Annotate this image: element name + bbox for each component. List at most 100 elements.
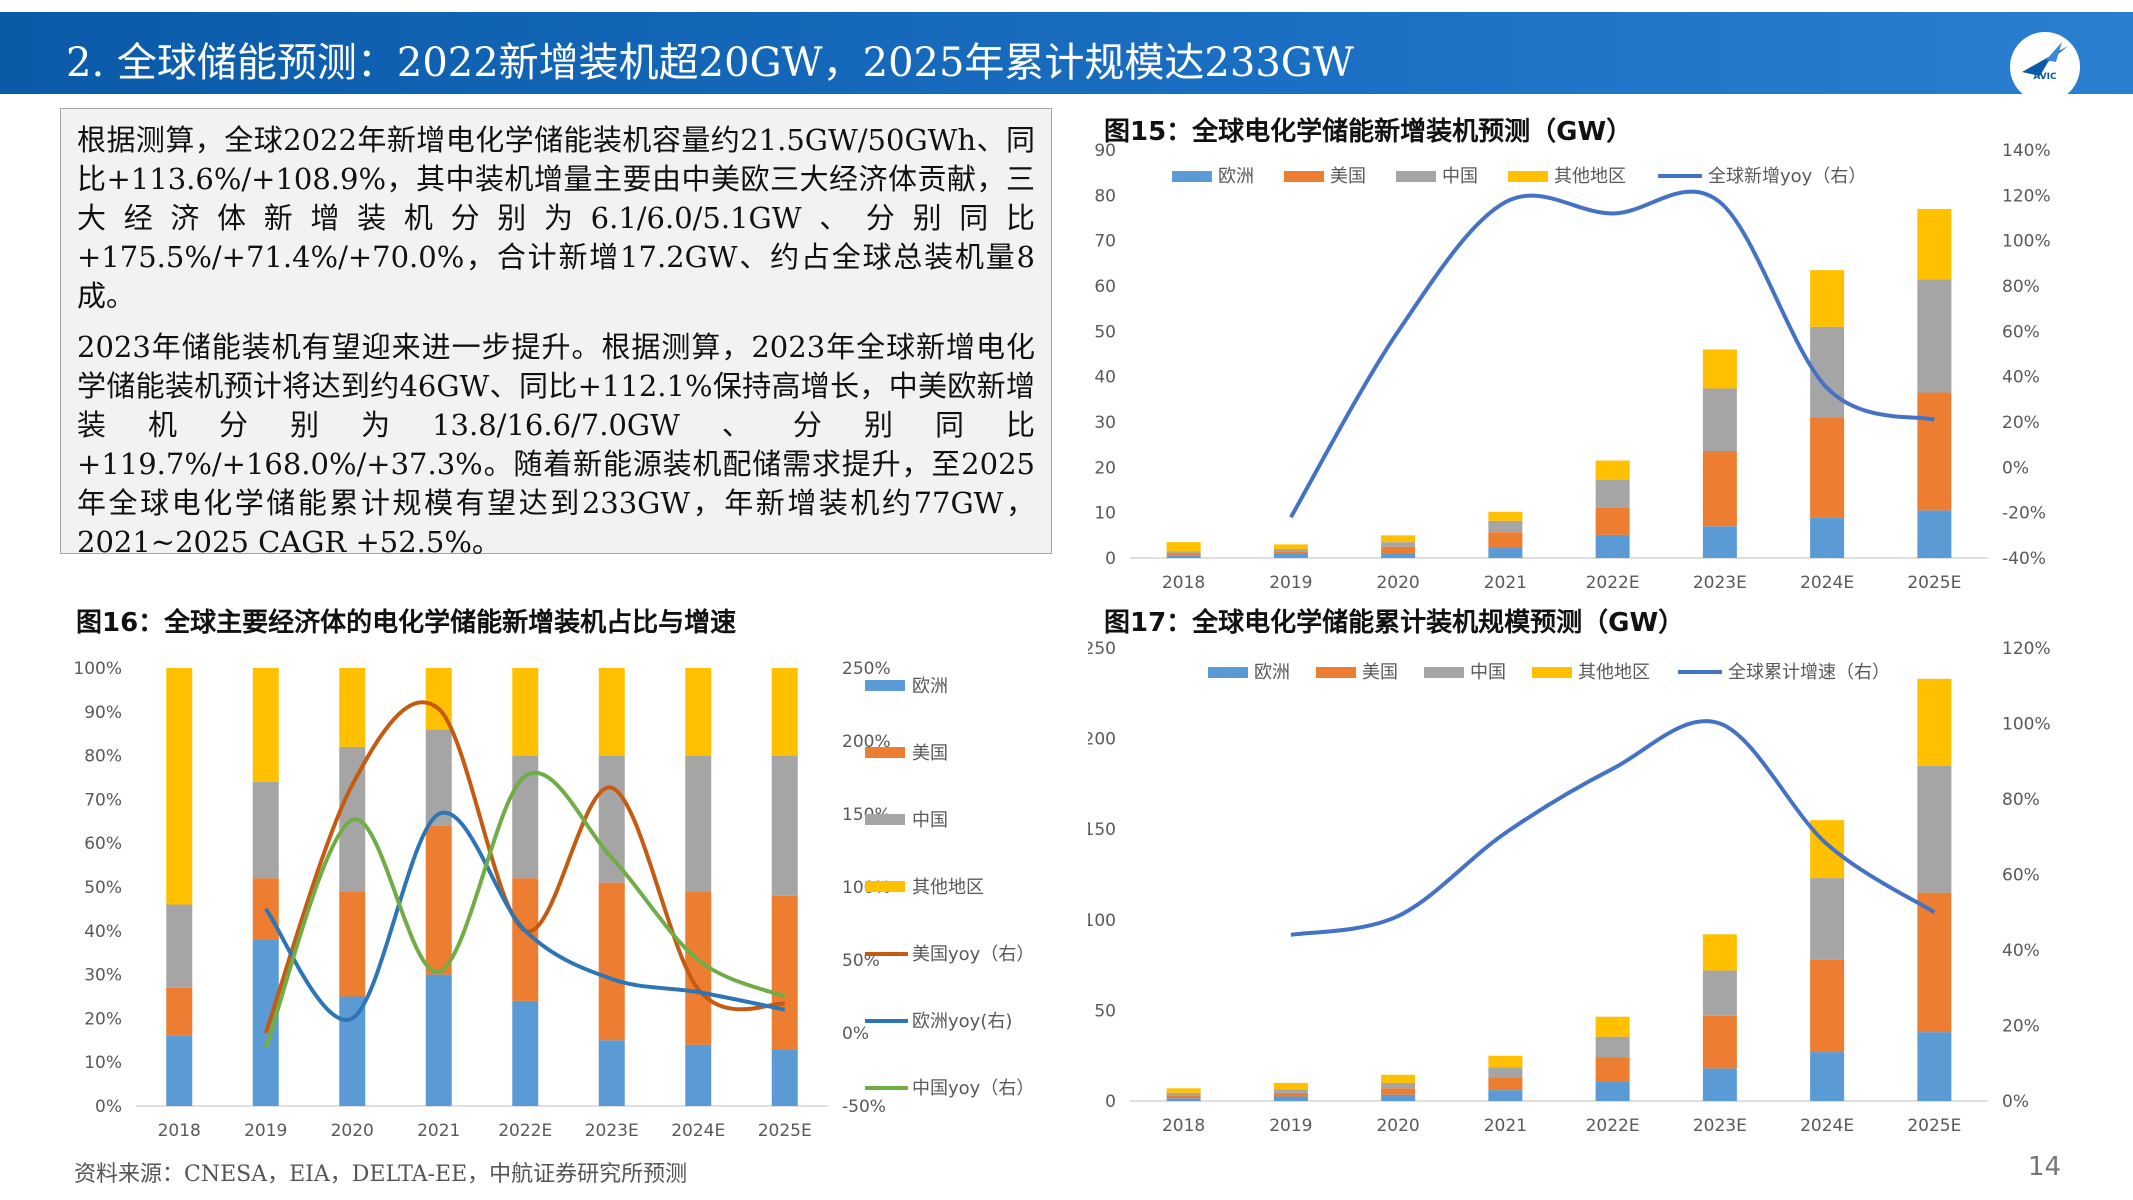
avic-logo: AVIC [2010,32,2080,102]
bar-欧洲 [512,1000,539,1106]
legend-swatch [865,814,905,825]
y2-tick-label: -40% [2002,549,2046,569]
bar-其他地区 [1810,820,1845,879]
bar-欧洲 [598,1040,625,1106]
bar-中国 [598,755,625,883]
y-tick-label: 10 [1094,504,1116,524]
bar-中国 [1273,1089,1308,1093]
summary-box: 根据测算，全球2022年新增电化学储能装机容量约21.5GW/50GWh、同比+… [60,108,1052,559]
y2-tick-label: 100% [2002,715,2051,735]
bar-美国 [1702,451,1737,527]
avic-logo-icon [2022,42,2068,76]
x-tick-label: 2019 [1269,1116,1312,1136]
source-note: 资料来源：CNESA，EIA，DELTA-EE，中航证券研究所预测 [74,1162,688,1187]
bar-欧洲 [1381,553,1416,558]
y-tick-label: 20% [84,1009,122,1029]
bar-其他地区 [1595,460,1630,481]
bar-欧洲 [1917,510,1952,558]
y-tick-label: 60 [1094,277,1116,297]
y-tick-label: 50 [1094,322,1116,342]
bar-其他地区 [1166,542,1201,552]
bar-欧洲 [425,974,452,1106]
bar-中国 [685,755,712,892]
x-tick-label: 2018 [1162,1116,1205,1136]
bar-其他地区 [1702,349,1737,389]
bar-美国 [425,825,452,975]
legend-swatch [1172,171,1212,182]
legend-label: 其他地区 [912,877,984,898]
x-tick-label: 2020 [331,1121,374,1141]
line-中国yoy（右） [263,771,786,1049]
bar-中国 [1488,520,1523,533]
page-number: 14 [2028,1152,2062,1182]
y-tick-label: 70% [84,790,122,810]
legend-label: 美国yoy（右） [912,944,1034,965]
y2-tick-label: 40% [2002,368,2040,388]
bar-中国 [1381,1082,1416,1089]
y-tick-label: 80% [84,747,122,767]
fig17-chart: 0 50 100 150 200 250 0% 20% 40% 60% 80% 100% 120% 201… [1084,639,2051,1136]
y2-tick-label: 20% [2002,1017,2040,1037]
bar-其他地区 [1488,511,1523,521]
bar-美国 [1595,507,1630,535]
bar-欧洲 [1917,1032,1952,1101]
bar-其他地区 [1166,1088,1201,1093]
y2-tick-label: -20% [2002,504,2046,524]
bar-中国 [1381,542,1416,547]
bar-中国 [1595,480,1630,508]
bar-美国 [1702,1015,1737,1069]
bar-中国 [166,904,193,988]
bar-美国 [1917,892,1952,1033]
bar-中国 [1273,548,1308,552]
y2-tick-label: 80% [2002,277,2040,297]
bar-中国 [1166,1092,1201,1096]
bar-其他地区 [512,668,539,756]
x-tick-label: 2024E [671,1121,725,1141]
bar-美国 [339,891,366,997]
line-全球累计增速（右） [1290,719,1936,937]
bar-中国 [1702,388,1737,452]
x-tick-label: 2025E [1907,573,1961,593]
fig16-chart: 0%10%20%30%40%50%60%70%80%90%100%-50%0%5… [73,659,1034,1141]
bar-欧洲 [1273,553,1308,558]
x-tick-label: 2023E [1693,1116,1747,1136]
legend-label: 中国 [1470,662,1506,683]
fig16-title: 图16：全球主要经济体的电化学储能新增装机占比与增速 [76,608,737,638]
y2-tick-label: 40% [2002,941,2040,961]
bar-美国 [598,882,625,1041]
y-tick-label: 100 [1088,911,1116,931]
y-tick-label: 90 [1094,141,1116,161]
y-tick-label: 70 [1094,232,1116,252]
y2-tick-label: 250% [842,659,891,679]
bar-美国 [1810,959,1845,1053]
bar-其他地区 [771,668,798,756]
bar-其他地区 [339,668,366,747]
y-tick-label: 80 [1094,186,1116,206]
y2-tick-label: 140% [2002,141,2051,161]
logo-text: AVIC [2033,72,2057,82]
y-tick-label: 0 [1105,1092,1116,1112]
y-tick-label: 40 [1094,368,1116,388]
x-tick-label: 2021 [1484,573,1527,593]
y-tick-label: 20 [1094,458,1116,478]
bar-中国 [1166,551,1201,554]
bar-其他地区 [1810,270,1845,327]
bar-其他地区 [1702,934,1737,971]
legend-label: 全球新增yoy（右） [1708,166,1866,187]
bar-其他地区 [1917,208,1952,280]
bar-中国 [1702,970,1737,1016]
y2-tick-label: 20% [2002,413,2040,433]
bar-美国 [1273,551,1308,554]
y-tick-label: 60% [84,834,122,854]
x-tick-label: 2018 [1162,573,1205,593]
bar-中国 [771,755,798,896]
bar-欧洲 [1810,517,1845,558]
bar-欧洲 [771,1049,798,1106]
x-tick-label: 2024E [1800,1116,1854,1136]
legend-swatch [1508,171,1548,182]
bar-美国 [1917,392,1952,511]
bar-其他地区 [1488,1055,1523,1068]
bar-其他地区 [598,668,625,756]
y-tick-label: 40% [84,922,122,942]
legend-label: 美国 [912,743,948,764]
